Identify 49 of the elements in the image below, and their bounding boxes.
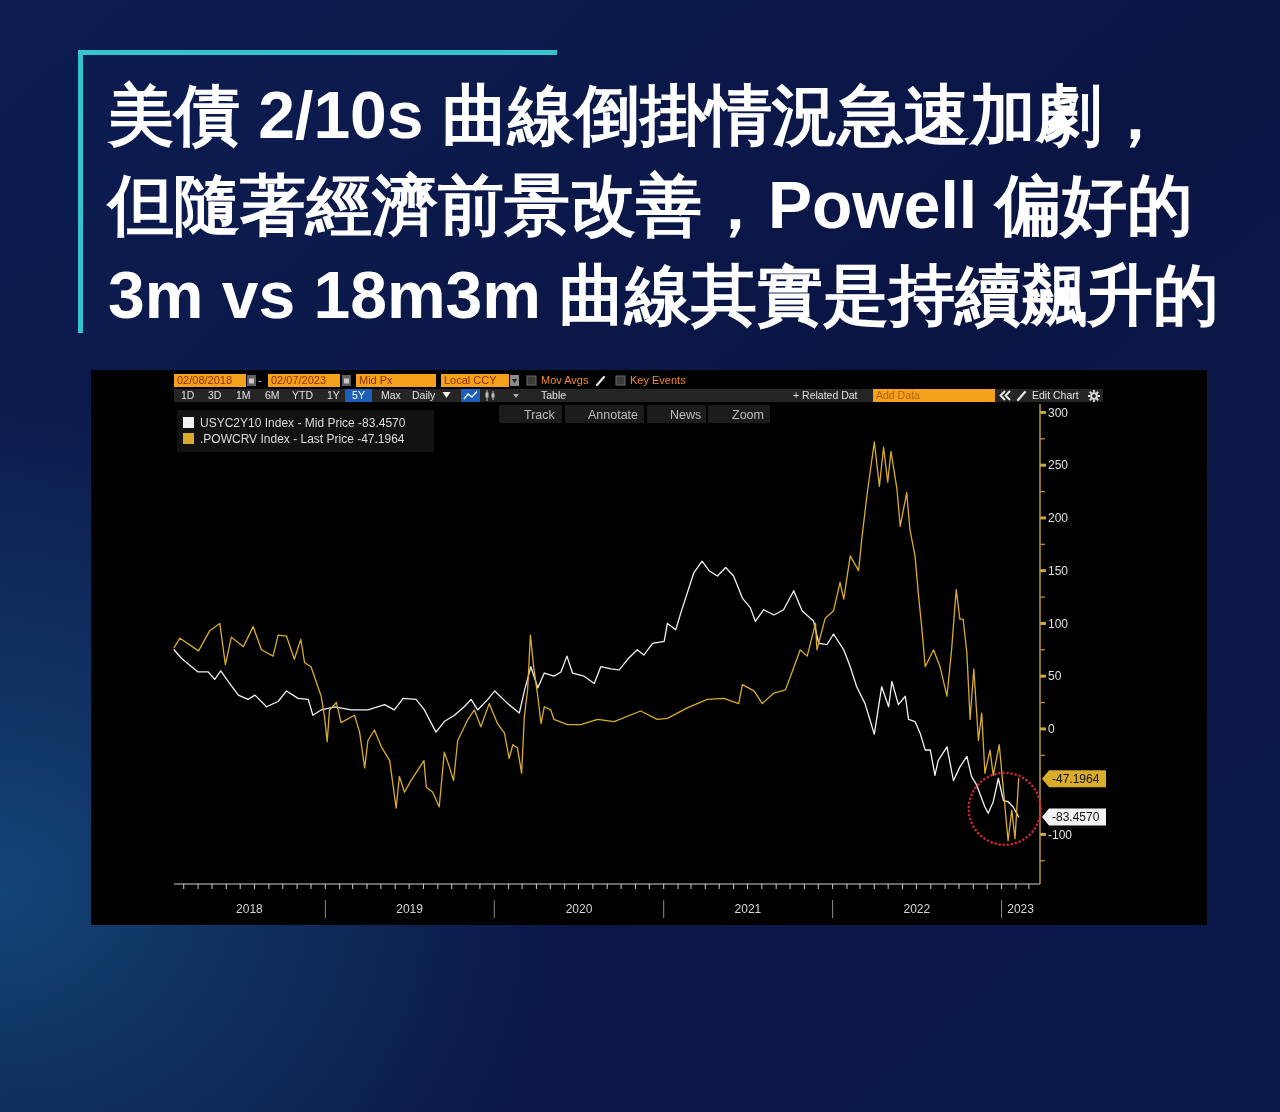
input-field: Add Data (873, 389, 995, 402)
annotation: Zoom (732, 407, 764, 422)
tab-button: 5Y (345, 389, 372, 402)
x-tick-label: 2023 (1007, 902, 1035, 916)
text: Table (541, 389, 567, 402)
text: Mov Avgs (541, 374, 589, 387)
price-tag: -83.4570 (1042, 808, 1106, 826)
y-tick-label: -100 (1048, 827, 1073, 842)
text: 1Y (327, 389, 340, 402)
text: Edit Chart (1032, 389, 1079, 402)
input-field: 02/07/2023 (268, 374, 340, 387)
x-tick-label: 2022 (903, 902, 931, 916)
button: Annotate (565, 405, 644, 423)
text: 1M (236, 389, 251, 402)
x-tick-label: 2021 (734, 902, 762, 916)
price-tag: -47.1964 (1042, 770, 1106, 788)
input-field: Local CCY (441, 374, 509, 387)
y-tick-label: 250 (1048, 458, 1069, 473)
annotation: Annotate (588, 407, 639, 422)
y-tick-label: 200 (1048, 511, 1069, 526)
input-field: Mid Px (356, 374, 436, 387)
x-tick-label: 2019 (396, 902, 424, 916)
chart-title: 美債 2/10s 曲線倒掛情況急速加劇，但隨著經濟前景改善，Powell 偏好的3m vs 18m3m 曲線其實是持續飆升的 (106, 78, 1220, 332)
button: News (647, 405, 706, 423)
text: Daily (412, 389, 437, 402)
y-tick-label: 150 (1048, 563, 1069, 578)
y-tick-label: 100 (1048, 616, 1069, 631)
text: YTD (292, 389, 314, 402)
text: Key Events (630, 374, 687, 387)
text: - (258, 374, 262, 387)
x-tick-label: 2020 (565, 902, 593, 916)
button: Track (499, 405, 562, 423)
text: + Related Dat (793, 389, 858, 402)
y-tick-label: 300 (1048, 405, 1069, 420)
text: Max (381, 389, 402, 402)
line-series (173, 441, 1020, 842)
legend-label: .POWCRV Index - Last Price -47.1964 (200, 432, 405, 446)
y-tick-label: 0 (1048, 722, 1055, 737)
y-tick-label: 50 (1048, 669, 1062, 684)
text: 3D (208, 389, 222, 402)
legend-label: USYC2Y10 Index - Mid Price -83.4570 (200, 416, 406, 430)
text: 1D (181, 389, 195, 402)
x-tick-label: 2018 (236, 902, 264, 916)
line-series (173, 560, 1020, 818)
button: Zoom (708, 405, 770, 423)
input-field: 02/08/2018 (174, 374, 246, 387)
annotation: News (670, 407, 702, 422)
text: 6M (265, 389, 280, 402)
annotation: Track (524, 407, 556, 422)
